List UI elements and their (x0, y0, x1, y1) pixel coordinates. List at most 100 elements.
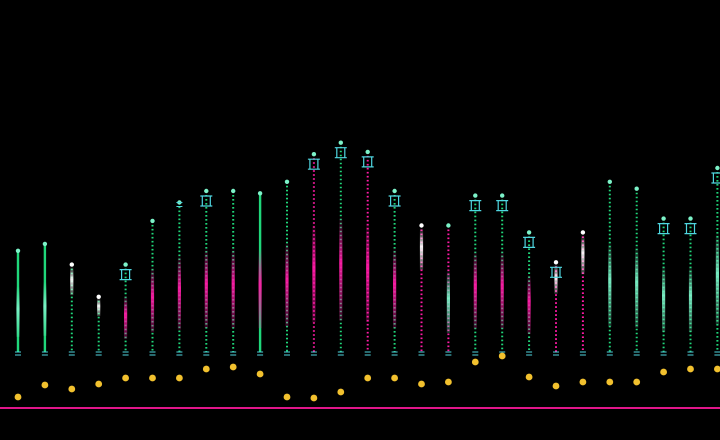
bar-glow (231, 247, 235, 328)
peak-dot-7 (176, 374, 183, 382)
bar-bracket-marker (334, 147, 347, 159)
peak-dot-10 (256, 370, 264, 378)
bar-9 (230, 188, 237, 356)
bar-4 (95, 294, 102, 356)
bar-glow (419, 228, 424, 270)
bar-3 (68, 262, 75, 356)
peak-dot-13 (337, 388, 345, 396)
bar-glow (366, 221, 370, 322)
bar-cap (473, 193, 478, 198)
peak-dot-25 (660, 368, 667, 376)
peak-dot-27 (714, 365, 720, 373)
peak-dot-26 (687, 365, 694, 373)
bar-base-marker (41, 351, 48, 356)
bar-glow (70, 266, 74, 296)
bar-cap (257, 191, 263, 196)
bar-bracket-marker (200, 195, 213, 207)
bar-cap (446, 223, 451, 228)
bar-glow (662, 265, 666, 332)
bar-6 (149, 218, 156, 356)
bar-glow (635, 245, 639, 328)
bar-glow (446, 269, 450, 334)
bar-cap (311, 152, 317, 157)
bar-glow (393, 247, 397, 328)
bar-glow (177, 254, 181, 330)
bar-base-marker (364, 351, 371, 356)
bar-19 (496, 193, 509, 356)
peak-dot-12 (310, 394, 318, 402)
bar-bracket-marker (657, 223, 670, 235)
peak-dot-3 (68, 385, 76, 393)
dots-layer (14, 352, 720, 402)
bar-8 (200, 188, 213, 356)
bar-base-marker (579, 351, 586, 356)
bar-cap (526, 230, 532, 235)
bar-base-marker (310, 351, 317, 356)
bar-cap (688, 216, 693, 221)
peak-dot-5 (122, 374, 129, 382)
bar-26 (684, 216, 697, 356)
bar-cap (419, 223, 424, 228)
bar-22 (579, 230, 586, 356)
peak-dot-14 (364, 374, 372, 382)
bar-glow (150, 266, 155, 333)
peak-dot-11 (283, 393, 291, 401)
bar-cap (661, 216, 666, 221)
bar-2 (41, 241, 48, 356)
bar-cap (607, 179, 612, 184)
bar-bracket-marker (496, 200, 509, 212)
bar-base-marker (203, 351, 210, 356)
bar-25 (657, 216, 670, 356)
peak-dot-18 (471, 358, 479, 366)
bar-17 (445, 223, 452, 356)
bar-bracket-marker (469, 200, 482, 212)
bar-21 (550, 260, 562, 356)
bar-bracket-marker (361, 156, 374, 168)
peak-dot-23 (606, 378, 614, 386)
bar-base-marker (633, 351, 640, 356)
peak-dot-22 (579, 378, 587, 386)
bar-cap (338, 140, 343, 145)
bar-base-marker (68, 351, 75, 356)
bar-base-marker (176, 351, 183, 356)
bar-glow (204, 247, 208, 328)
bar-20 (523, 230, 536, 356)
bar-tick-marker (176, 202, 183, 207)
bar-glow (339, 215, 343, 321)
bar-bracket-marker (523, 236, 536, 248)
bar-13 (334, 140, 347, 356)
bar-5 (119, 262, 132, 356)
bar-bracket-marker (711, 172, 720, 184)
bar-glow (285, 241, 289, 327)
peak-dot-15 (391, 374, 398, 382)
bar-glow (715, 232, 719, 325)
bar-base-marker (149, 351, 156, 356)
bar-base-marker (660, 351, 667, 356)
bar-15 (388, 188, 401, 356)
peak-dot-24 (633, 378, 641, 386)
bar-bracket-marker (550, 266, 562, 278)
bar-cap (96, 294, 101, 299)
bar-cap (553, 260, 559, 265)
bar-7 (176, 200, 183, 356)
peak-dot-6 (149, 374, 156, 382)
bar-16 (418, 223, 425, 356)
peak-dot-20 (525, 373, 533, 381)
bar-cap (365, 149, 370, 155)
peak-dot-16 (418, 380, 425, 388)
bar-12 (307, 152, 320, 356)
bar-18 (469, 193, 482, 356)
bar-bracket-marker (388, 195, 401, 207)
bar-1 (15, 248, 21, 356)
bar-bracket-marker (307, 158, 320, 170)
bar-cap (715, 165, 720, 171)
bar-glow (500, 250, 504, 329)
bar-23 (606, 179, 613, 356)
bar-glow (688, 265, 693, 332)
bar-glow (97, 297, 101, 317)
bar-base-marker (714, 351, 720, 356)
bar-24 (633, 186, 640, 356)
bar-base-marker (553, 351, 559, 356)
peak-dot-17 (445, 378, 452, 386)
